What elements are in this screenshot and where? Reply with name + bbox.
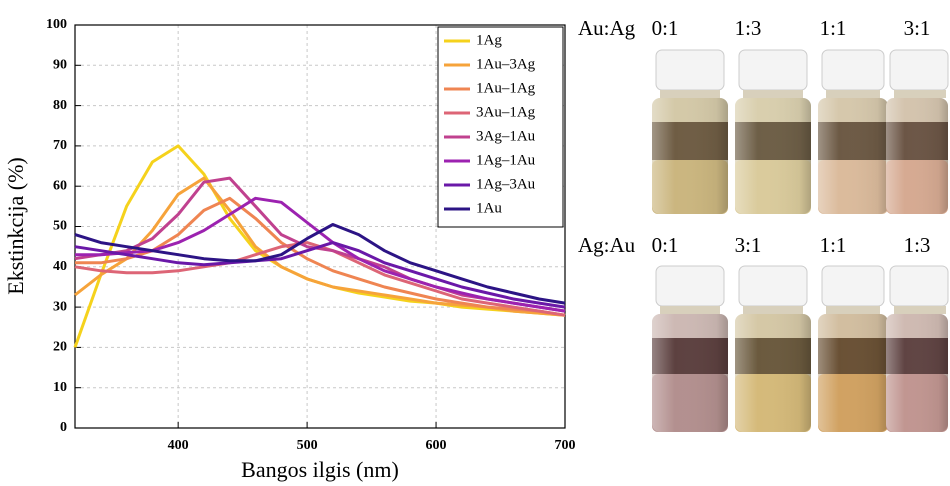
legend-label: 1Au–3Ag [476,56,536,72]
y-tick-label: 80 [53,98,67,113]
ratio-label: 0:1 [652,16,679,40]
ratio-label: 1:3 [904,233,931,257]
x-tick-label: 400 [168,438,189,453]
y-tick-label: 0 [60,420,67,435]
y-tick-label: 50 [53,219,67,234]
legend-label: 1Au–1Ag [476,80,536,96]
legend-label: 3Ag–1Au [476,128,536,144]
ratio-label: 3:1 [904,16,931,40]
vials-bottom [652,265,949,432]
series-line [74,241,566,309]
legend-label: 1Ag [476,32,502,48]
y-tick-label: 90 [53,58,67,73]
series-line [74,223,566,305]
vials-top [652,49,949,214]
legend-label: 3Au–1Ag [476,104,536,120]
vial [886,49,949,214]
y-tick-label: 60 [53,178,67,193]
y-tick-label: 20 [53,340,67,355]
legend-label: 1Ag–1Au [476,152,536,168]
y-axis-label: Ekstinkcija (%) [3,157,28,294]
row-label: Ag:Au [578,233,636,257]
ratio-label: 1:3 [735,16,762,40]
legend-label: 1Au [476,200,502,216]
vial [652,265,728,432]
vial [652,49,728,214]
x-tick-label: 600 [426,438,447,453]
y-tick-label: 70 [53,138,67,153]
ratio-label: 0:1 [652,233,679,257]
legend-box [437,26,564,228]
ratio-label: 3:1 [735,233,762,257]
row-label: Au:Ag [578,16,636,40]
ratio-label: 1:1 [820,233,847,257]
x-axis-label: Bangos ilgis (nm) [241,457,399,482]
series-line [74,241,566,317]
vial [735,49,811,214]
y-tick-label: 10 [53,380,67,395]
legend-label: 1Ag–3Au [476,176,536,192]
y-tick-label: 30 [53,299,67,314]
legend: 1Ag 1Au–3Ag 1Au–1Ag 3Au–1Ag 3Ag–1Au 1Ag–1Au 1A… [437,26,564,228]
vial [735,265,811,432]
vial [818,49,888,214]
y-tick-label: 40 [53,259,67,274]
y-tick-label: 100 [46,17,67,32]
vial [886,265,949,432]
plot-frame [74,24,566,429]
photo-panel [652,49,949,432]
vial [818,265,888,432]
x-tick-label: 500 [297,438,318,453]
x-tick-label: 700 [555,438,576,453]
ratio-label: 1:1 [820,16,847,40]
